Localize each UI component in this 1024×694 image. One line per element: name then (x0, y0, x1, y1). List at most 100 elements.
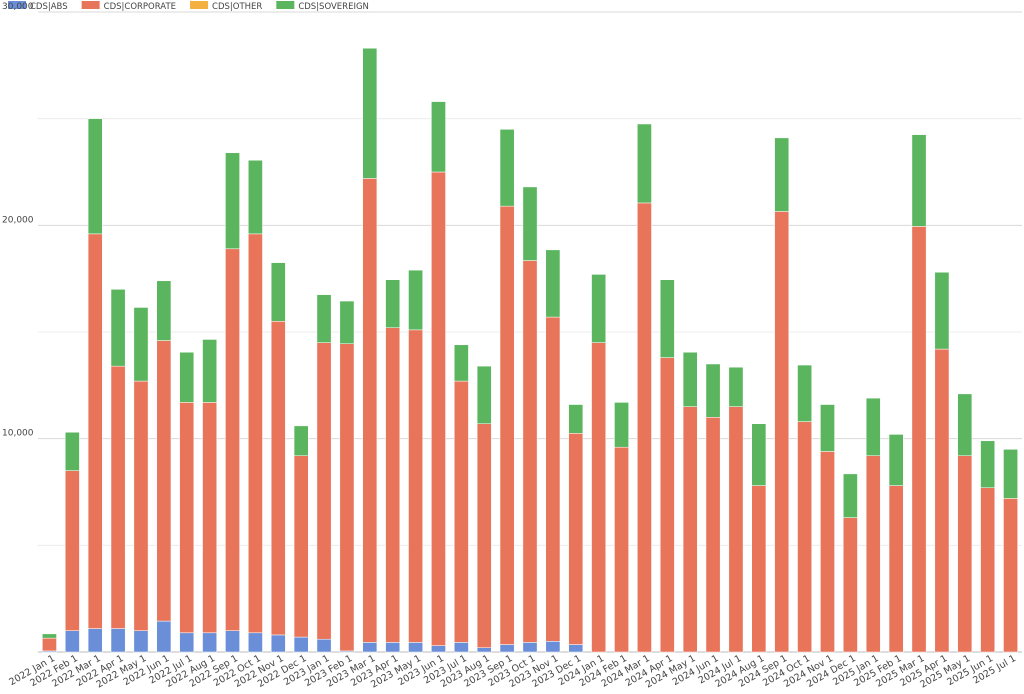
bar-segment (568, 433, 584, 645)
legend-item: CDS|CORPORATE (81, 1, 176, 12)
bar-segment (385, 642, 401, 653)
bar-segment (202, 339, 217, 403)
bar-segment (705, 363, 721, 418)
bar-segment (751, 485, 767, 653)
bar-segment (225, 152, 240, 250)
bar-segment (911, 134, 927, 227)
legend-label: CDS|CORPORATE (104, 2, 176, 12)
bar-segment (454, 380, 469, 643)
bar-segment (728, 366, 744, 407)
bar-segment (865, 397, 881, 456)
bar-segment (705, 417, 721, 653)
bar-segment (179, 632, 195, 653)
bar-segment (980, 487, 996, 653)
bar-segment (248, 632, 263, 653)
bar-segment (499, 205, 515, 645)
bar-segment (293, 425, 309, 456)
legend: CDS|ABS CDS|CORPORATE CDS|OTHER CDS|SOVEREI… (8, 1, 369, 12)
bar-segment (431, 101, 446, 173)
bar-segment (522, 260, 538, 643)
bar-segment (339, 300, 355, 344)
bar-segment (545, 249, 561, 318)
bar-segment (87, 233, 103, 629)
bar-segment (637, 202, 652, 653)
bar-segment (385, 327, 401, 643)
bar-segment (774, 211, 790, 653)
bar-segment (408, 269, 423, 331)
bar-segment (591, 342, 606, 653)
bar-segment (637, 123, 652, 204)
bar-segment (179, 402, 195, 634)
bar-segment (614, 402, 629, 448)
y-tick-label: 30,000 (2, 2, 34, 12)
bar-segment (911, 226, 927, 653)
bar-segment (87, 118, 103, 235)
bar-segment (202, 402, 217, 634)
bar-segment (682, 406, 698, 653)
bar-segment (316, 342, 332, 640)
bar-segment (270, 634, 286, 653)
bar-segment (248, 160, 263, 235)
bar-segment (385, 279, 401, 328)
bar-segment (934, 348, 950, 653)
bar-segment (820, 451, 835, 653)
bar-segment (454, 642, 469, 653)
bar-segment (225, 630, 240, 653)
bar-segment (957, 455, 973, 653)
bar-segment (522, 642, 538, 653)
bar-segment (270, 321, 286, 636)
bar-segment (591, 274, 606, 343)
bar-segment (797, 364, 812, 422)
bar-segment (362, 48, 378, 179)
bar-segment (64, 630, 80, 653)
bar-segment (408, 329, 423, 643)
bar-segment (843, 517, 858, 653)
bar-segment (476, 647, 492, 653)
y-tick-label: 10,000 (2, 429, 34, 439)
bar-segment (682, 352, 698, 407)
legend-swatch (8, 1, 26, 9)
bar-segment (568, 404, 584, 434)
legend-swatch (276, 1, 295, 9)
bar-segment (659, 357, 675, 653)
bar-segment (774, 137, 790, 212)
bar-segment (431, 171, 446, 646)
bar-segment (202, 632, 217, 653)
bar-segment (64, 432, 80, 471)
bar-segment (659, 279, 675, 358)
legend-swatch (190, 1, 209, 9)
bar-segment (316, 638, 332, 653)
legend-swatch (81, 1, 100, 9)
bar-segment (820, 404, 835, 452)
bar-segment (316, 294, 332, 343)
bar-segment (156, 340, 172, 622)
bar-segment (156, 620, 172, 653)
legend-item: CDS|SOVEREIGN (276, 1, 369, 12)
legend-label: CDS|SOVEREIGN (298, 2, 369, 12)
bar-segment (156, 280, 172, 341)
bar-segment (339, 343, 355, 652)
bar-segment (980, 440, 996, 488)
bar-segment (934, 272, 950, 350)
bar-segment (499, 644, 515, 653)
bar-segment (179, 352, 195, 403)
bar-segment (1003, 449, 1018, 499)
bar-segment (110, 365, 126, 629)
legend-label: CDS|ABS (30, 2, 68, 12)
bar-segment (888, 485, 904, 653)
bar-segment (362, 642, 378, 653)
bar-segment (293, 636, 309, 653)
legend-item: CDS|OTHER (190, 1, 262, 12)
bar-segment (728, 406, 744, 653)
bar-segment (133, 630, 149, 653)
bar-segment (408, 642, 423, 653)
bar-segment (476, 423, 492, 648)
bar-segment (499, 129, 515, 207)
bar-segment (568, 644, 584, 653)
bar-segment (42, 637, 57, 652)
y-tick-label: 20,000 (2, 215, 34, 225)
bar-segment (133, 380, 149, 631)
bar-segment (248, 233, 263, 634)
bar-segment (522, 186, 538, 261)
